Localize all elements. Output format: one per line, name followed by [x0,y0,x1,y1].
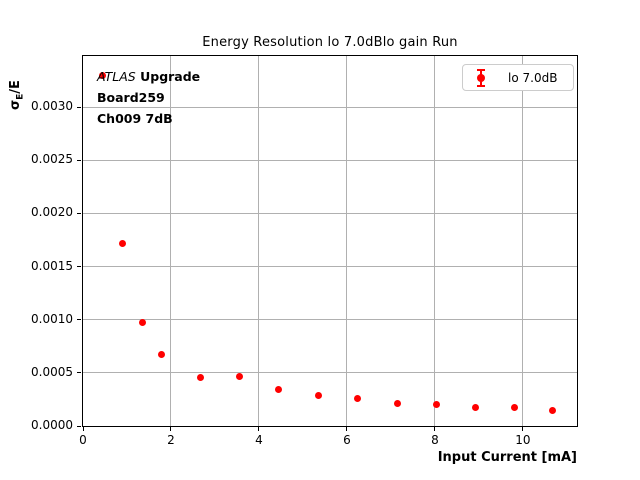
legend-marker-dot [477,73,485,82]
gridline-horizontal [83,106,577,108]
data-point [354,394,362,402]
gridline-vertical [170,56,172,426]
y-tick-label: 0.0005 [31,364,73,379]
data-point [275,386,283,394]
y-tick-label: 0.0030 [31,99,73,114]
y-tick-label: 0.0025 [31,152,73,167]
y-tick-mark [77,425,81,427]
annotation-experiment: ATLAS [97,69,136,84]
y-tick-mark [77,212,81,214]
x-axis-label: Input Current [mA] [437,450,577,465]
x-tick-label: 0 [79,433,87,447]
data-point [549,407,557,415]
chart-title: Energy Resolution lo 7.0dBlo gain Run [202,35,458,50]
gridline-horizontal [83,212,577,214]
legend: lo 7.0dB [462,64,574,91]
gridline-vertical [346,56,348,426]
gridline-horizontal [83,159,577,161]
annotation-line-2: Board259 [97,90,165,105]
y-tick-label: 0.0020 [31,205,73,220]
x-tick-label: 8 [431,433,439,447]
y-tick-label: 0.0015 [31,258,73,273]
data-point [472,403,480,411]
x-tick-mark [258,427,260,431]
gridline-horizontal [83,372,577,374]
x-tick-mark [434,427,436,431]
x-tick-label: 10 [515,433,531,447]
y-axis-label-rest: /E [8,80,23,94]
annotation-line-1: ATLAS Upgrade [97,66,200,87]
gridline-horizontal [83,266,577,268]
gridline-vertical [434,56,436,426]
y-tick-mark [77,266,81,268]
data-point [236,372,244,380]
gridline-horizontal [83,319,577,321]
gridline-vertical [522,56,524,426]
x-tick-mark [82,427,84,431]
annotation-upgrade: Upgrade [140,69,201,84]
data-point [315,391,323,399]
gridline-vertical [258,56,260,426]
plot-area [82,55,578,427]
data-point [138,319,146,327]
y-tick-label: 0.0000 [31,418,73,432]
y-tick-label: 0.0010 [31,311,73,326]
legend-errorbar-marker-icon [476,68,486,87]
annotation-line-3: Ch009 7dB [97,111,173,126]
data-point [432,401,440,409]
data-point [157,351,165,359]
x-tick-mark [170,427,172,431]
data-point [511,404,519,412]
data-point [118,239,126,247]
legend-errorbar-cap-top [477,68,485,71]
annotation-block: ATLAS Upgrade Board259 Ch009 7dB [97,66,200,129]
x-tick-mark [522,427,524,431]
x-tick-mark [346,427,348,431]
x-tick-label: 4 [255,433,263,447]
x-tick-label: 2 [167,433,175,447]
y-tick-mark [77,372,81,374]
x-tick-label: 6 [343,433,351,447]
y-tick-mark [77,106,81,108]
data-point [394,400,402,408]
legend-entry-label: lo 7.0dB [508,70,558,85]
data-point [197,373,205,381]
legend-errorbar-cap-bottom [477,84,485,87]
y-tick-mark [77,319,81,321]
data-point [99,71,107,79]
y-tick-mark [77,159,81,161]
